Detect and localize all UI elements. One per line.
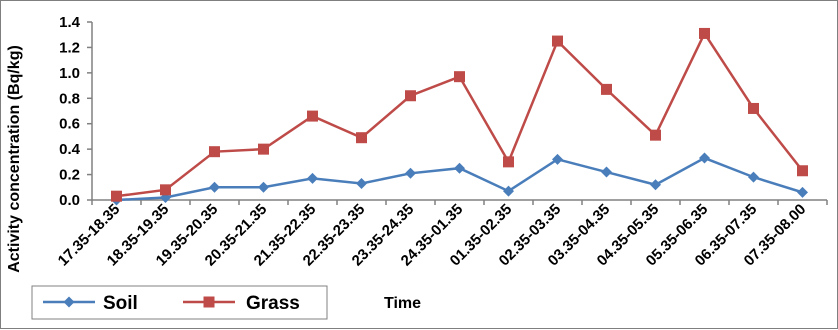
axes (91, 22, 827, 201)
legend: Soil Grass (31, 285, 328, 320)
soil-marker (258, 181, 269, 193)
y-tick-label: 0.2 (59, 167, 80, 184)
soil-marker (356, 177, 367, 189)
y-tick-label: 1.2 (59, 39, 80, 56)
grass-legend-marker (203, 296, 215, 308)
grass-marker (699, 27, 710, 39)
soil-marker (699, 152, 710, 164)
legend-box (31, 285, 328, 320)
grass-marker (160, 184, 171, 196)
soil-marker (405, 167, 416, 179)
grass-legend-label: Grass (246, 293, 300, 314)
soil-legend-marker (63, 296, 75, 308)
series-lines (111, 27, 808, 206)
y-tick-label: 0.6 (59, 116, 80, 133)
legend-item-grass: Grass (183, 293, 300, 314)
grass-marker (503, 156, 514, 168)
y-tick-label: 1.4 (59, 14, 81, 31)
series-soil (111, 152, 808, 206)
grass-marker (650, 129, 661, 141)
series-grass (111, 27, 808, 202)
grass-marker (601, 83, 612, 95)
soil-marker (748, 171, 759, 183)
soil-marker (650, 179, 661, 191)
grass-marker (454, 71, 465, 83)
legend-item-soil: Soil (43, 293, 138, 314)
y-tick-label: 1.0 (59, 65, 80, 82)
soil-marker (797, 186, 808, 198)
soil-marker (454, 162, 465, 174)
grass-marker (209, 146, 220, 158)
soil-marker (552, 153, 563, 165)
soil-marker (601, 166, 612, 178)
soil-marker (307, 172, 318, 184)
grass-marker (356, 132, 367, 144)
y-tick-label: 0.0 (59, 192, 80, 209)
grass-marker (307, 110, 318, 122)
grass-marker (111, 190, 122, 202)
grass-marker (797, 165, 808, 177)
x-axis-title: Time (384, 295, 421, 312)
y-tick-label: 0.4 (59, 141, 81, 158)
y-axis-title: Activity concentration (Bq/kg) (6, 45, 23, 273)
y-axis-ticks: 0.0 0.2 0.4 0.6 0.8 1.0 1.2 1.4 (59, 14, 92, 209)
grass-marker (405, 90, 416, 102)
x-axis-ticks: 17.35-18.3518.35-19.3519.35-20.3520.35-2… (55, 200, 828, 269)
soil-marker (503, 185, 514, 197)
soil-legend-label: Soil (103, 293, 138, 314)
y-tick-label: 0.8 (59, 90, 80, 107)
soil-marker (209, 181, 220, 193)
grass-marker (258, 143, 269, 155)
grass-marker (552, 35, 563, 47)
grass-marker (748, 102, 759, 114)
